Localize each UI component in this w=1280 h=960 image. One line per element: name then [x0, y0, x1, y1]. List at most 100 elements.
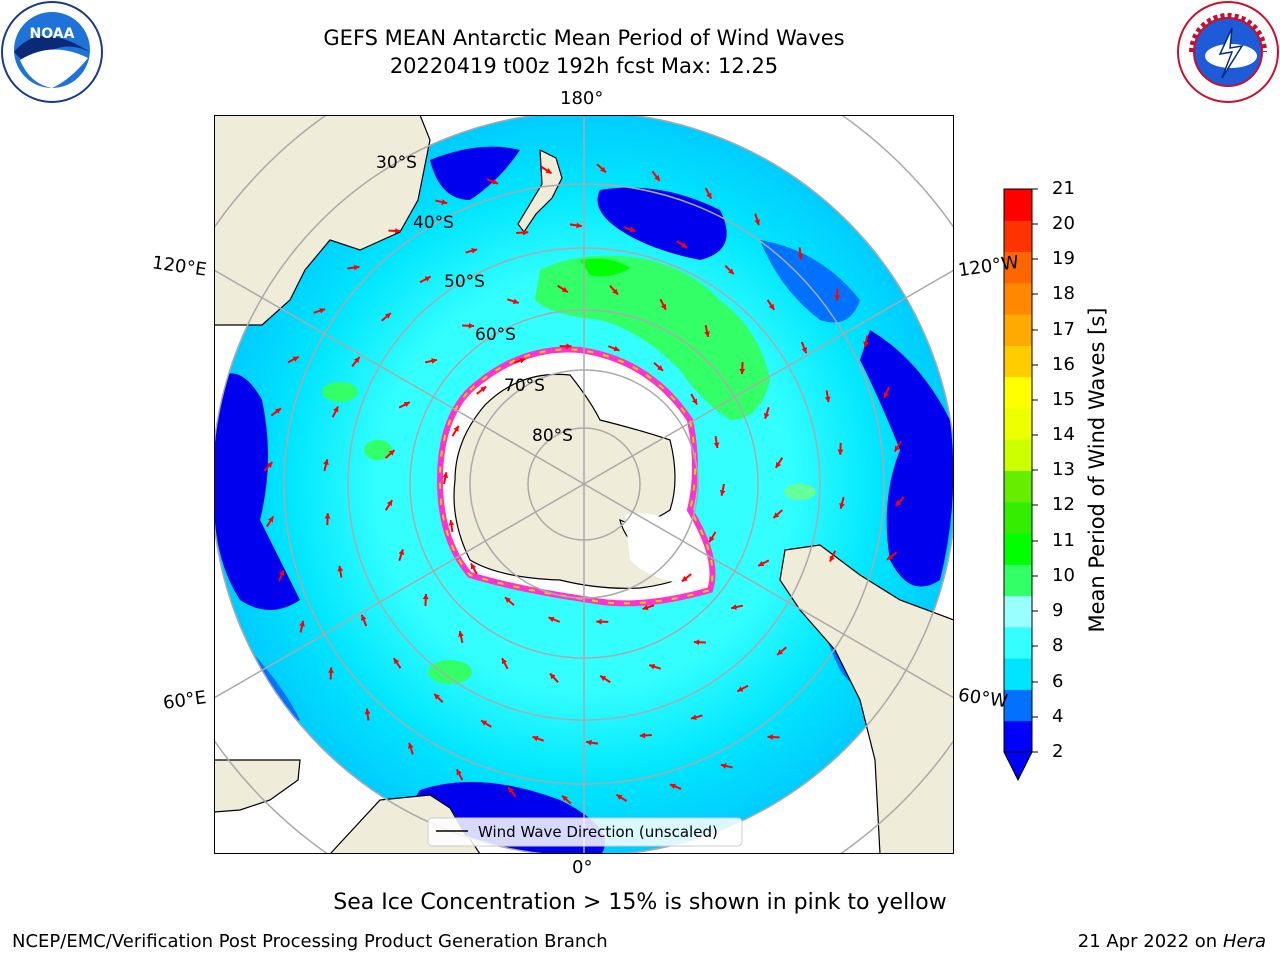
colorbar-segment	[1004, 407, 1032, 440]
wave-direction-arrowhead	[657, 365, 663, 371]
wave-direction-arrowhead	[545, 168, 552, 174]
colorbar-tick-label: 21	[1052, 178, 1075, 199]
colorbar-segment	[1004, 720, 1032, 753]
colorbar-segment	[1004, 626, 1032, 659]
colorbar-segment	[1004, 470, 1032, 503]
sea-ice-edge-yellow	[438, 348, 714, 605]
wave-direction-arrowhead	[731, 604, 737, 610]
wave-direction-arrowhead	[353, 264, 360, 271]
wave-direction-arrowhead	[660, 303, 667, 310]
legend-label: Wind Wave Direction (unscaled)	[478, 823, 718, 841]
wave-direction-arrowhead	[720, 763, 727, 769]
wave-direction-arrowhead	[681, 575, 688, 582]
wave-direction-arrowhead	[739, 368, 746, 375]
wave-direction-arrowhead	[442, 472, 449, 478]
wave-direction-arrowhead	[586, 739, 592, 746]
colorbar-tick-label: 9	[1052, 600, 1064, 621]
wave-direction-arrowhead	[669, 783, 676, 790]
wave-direction-arrowhead	[754, 219, 760, 226]
colorbar-segment	[1004, 595, 1032, 628]
wave-direction-arrowhead	[453, 425, 459, 432]
wave-direction-arrowhead	[505, 597, 511, 603]
wave-direction-arrowhead	[393, 658, 400, 665]
wave-direction-arrowhead	[441, 199, 448, 205]
wave-direction-arrowhead	[519, 357, 526, 364]
colorbar-tick-label: 18	[1052, 283, 1075, 304]
weddell-ice-shelf	[625, 512, 695, 585]
wave-direction-arrowhead	[548, 616, 555, 623]
wave-direction-arrowhead	[883, 392, 890, 399]
datestamp: 21 Apr 2022 on Hera	[1078, 931, 1266, 952]
colorbar-segment	[1004, 533, 1032, 565]
colorbar-segment	[1004, 220, 1032, 253]
wave-direction-arrowhead	[863, 341, 869, 348]
colorbar	[1003, 188, 1038, 782]
wave-direction-arrowhead	[561, 286, 568, 293]
wave-direction-arrowhead	[448, 520, 455, 526]
wave-direction-arrowhead	[532, 735, 539, 742]
wave-direction-arrowhead	[829, 555, 835, 562]
colorbar-tick-label: 13	[1052, 459, 1075, 480]
wave-direction-arrowhead	[691, 398, 697, 405]
colorbar-tick-label: 12	[1052, 494, 1075, 515]
wave-direction-arrowhead	[690, 714, 697, 721]
wave-direction-arrowhead	[566, 343, 572, 350]
colorbar-extend-arrow	[1003, 751, 1033, 782]
wave-direction-arrowhead	[839, 502, 845, 509]
wave-direction-arrowhead	[693, 639, 700, 646]
wave-direction-arrowhead	[266, 462, 273, 468]
wave-direction-arrowhead	[268, 516, 274, 523]
wave-direction-arrowhead	[616, 794, 623, 800]
wave-direction-arrowhead	[773, 512, 780, 519]
wave-direction-arrowhead	[706, 192, 712, 199]
wave-direction-arrowhead	[522, 229, 529, 236]
map-title-line2: 20220419 t00z 192h fcst Max: 12.25	[389, 54, 779, 78]
new-zealand	[517, 148, 563, 234]
wave-direction-arrowhead	[763, 412, 770, 419]
wave-direction-arrowhead	[728, 268, 734, 275]
wave-direction-arrowhead	[639, 732, 646, 739]
colorbar-segment	[1004, 376, 1032, 409]
noaa-logo-icon: NOAA	[1, 1, 103, 103]
lat-label-80s: 80°S	[532, 426, 573, 446]
wave-direction-arrowhead	[709, 536, 715, 543]
wave-direction-arrowhead	[649, 663, 656, 670]
lat-label-60s: 60°S	[475, 325, 516, 345]
wave-direction-arrowhead	[364, 708, 371, 715]
wave-direction-arrowhead	[431, 358, 437, 364]
wave-direction-arrowhead	[600, 675, 607, 682]
colorbar-tick-label: 19	[1052, 248, 1075, 269]
wave-direction-arrowhead	[837, 449, 844, 455]
wave-direction-arrowhead	[576, 222, 582, 229]
wave-direction-arrowhead	[549, 673, 556, 680]
wave-direction-arrowhead	[395, 228, 401, 234]
wave-direction-arrowhead	[887, 554, 894, 560]
lat-label-40s: 40°S	[413, 213, 454, 233]
long-period-regions	[322, 255, 816, 684]
colorbar-tick-label: 14	[1052, 424, 1075, 445]
wave-direction-arrowhead	[422, 593, 429, 600]
wave-direction-arrowhead	[408, 742, 414, 749]
wave-direction-arrowhead	[398, 549, 405, 556]
wave-direction-arrowhead	[834, 295, 840, 301]
wave-direction-arrowhead	[434, 693, 440, 700]
wave-direction-arrowhead	[629, 226, 636, 233]
colorbar-segment	[1004, 564, 1032, 597]
wave-direction-arrowhead	[713, 442, 720, 448]
wave-direction-arrowhead	[654, 174, 660, 181]
wave-direction-arrowhead	[354, 356, 360, 363]
wave-direction-arrowhead	[388, 449, 395, 456]
wind-wave-arrows	[263, 163, 905, 805]
wave-direction-arrowhead	[501, 658, 508, 665]
wave-direction-arrowhead	[777, 649, 784, 655]
wave-direction-arrowhead	[481, 720, 488, 726]
wave-direction-arrowhead	[596, 618, 602, 625]
wave-direction-arrowhead	[680, 242, 687, 248]
wave-direction-arrowhead	[600, 166, 606, 173]
wave-direction-arrowhead	[894, 445, 900, 452]
wave-direction-arrowhead	[737, 686, 744, 692]
wave-direction-arrowhead	[278, 569, 285, 576]
wave-direction-arrowhead	[758, 560, 765, 567]
colorbar-segment	[1004, 189, 1032, 221]
wave-direction-arrowhead	[323, 459, 329, 466]
